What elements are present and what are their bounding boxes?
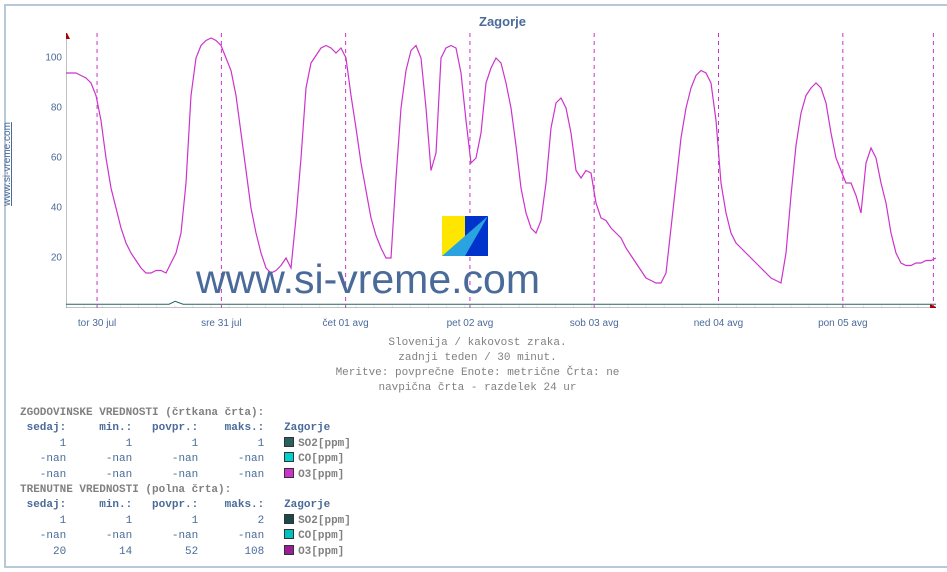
table-header-row: sedaj: min.: povpr.: maks.: Zagorje — [20, 498, 351, 513]
x-tick-label: sre 31 jul — [201, 318, 242, 329]
table-title: TRENUTNE VREDNOSTI (polna črta): — [20, 483, 351, 498]
chart-caption: Slovenija / kakovost zraka. zadnji teden… — [6, 336, 947, 395]
y-tick-label: 20 — [36, 253, 62, 264]
x-tick-label: sob 03 avg — [570, 318, 619, 329]
table-title: ZGODOVINSKE VREDNOSTI (črtkana črta): — [20, 406, 351, 421]
caption-line: zadnji teden / 30 minut. — [6, 351, 947, 366]
y-tick-label: 60 — [36, 153, 62, 164]
caption-line: Slovenija / kakovost zraka. — [6, 336, 947, 351]
table-row: 20 14 52 108 O3[ppm] — [20, 545, 351, 560]
table-header-row: sedaj: min.: povpr.: maks.: Zagorje — [20, 421, 351, 436]
data-tables: ZGODOVINSKE VREDNOSTI (črtkana črta): se… — [20, 406, 351, 560]
chart-container: www.si-vreme.com Zagorje 20 40 60 80 100 tor… — [4, 4, 947, 568]
table-row: -nan -nan -nan -nan O3[ppm] — [20, 468, 351, 483]
caption-line: navpična črta - razdelek 24 ur — [6, 381, 947, 396]
x-tick-label: pon 05 avg — [818, 318, 868, 329]
y-tick-label: 100 — [36, 53, 62, 64]
caption-line: Meritve: povprečne Enote: metrične Črta:… — [6, 366, 947, 381]
table-row: -nan -nan -nan -nan CO[ppm] — [20, 529, 351, 544]
watermark-text: www.si-vreme.com — [196, 256, 540, 303]
table-row: 1 1 1 2 SO2[ppm] — [20, 514, 351, 529]
x-tick-label: tor 30 jul — [78, 318, 116, 329]
y-tick-label: 80 — [36, 103, 62, 114]
table-row: 1 1 1 1 SO2[ppm] — [20, 437, 351, 452]
x-tick-label: ned 04 avg — [694, 318, 744, 329]
x-tick-label: čet 01 avg — [323, 318, 369, 329]
watermark-logo-icon — [442, 216, 488, 256]
site-label-vertical: www.si-vreme.com — [2, 122, 13, 206]
table-row: -nan -nan -nan -nan CO[ppm] — [20, 452, 351, 467]
chart-title: Zagorje — [66, 14, 939, 29]
y-tick-label: 40 — [36, 203, 62, 214]
y-axis-ticks: 20 40 60 80 100 — [36, 33, 62, 308]
x-tick-label: pet 02 avg — [447, 318, 494, 329]
